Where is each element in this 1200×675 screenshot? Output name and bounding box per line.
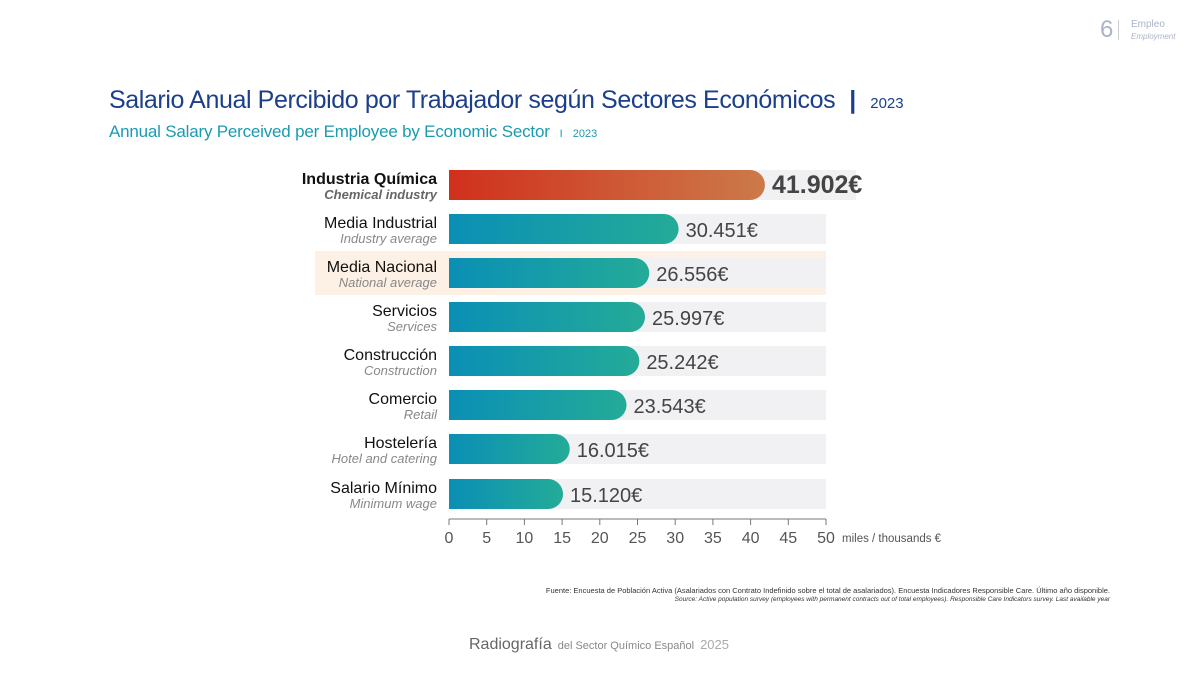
x-tick-label: 5 <box>482 530 491 547</box>
subtitle-separator: I <box>559 128 563 140</box>
bar-6 <box>449 390 627 420</box>
data-label: 26.556€ <box>656 264 728 286</box>
section-label: Empleo <box>1131 19 1165 30</box>
section-label-en: Employment <box>1131 32 1176 41</box>
category-label-en: National average <box>339 275 437 290</box>
x-tick-label: 10 <box>516 530 534 547</box>
data-label: 25.997€ <box>652 308 724 330</box>
title-separator: | <box>849 86 857 114</box>
header-divider <box>1118 20 1119 40</box>
bar-2 <box>449 214 679 244</box>
category-label: Industria Química <box>302 171 437 188</box>
data-label: 30.451€ <box>686 220 758 242</box>
x-tick-label: 15 <box>553 530 571 547</box>
subtitle-row: Annual Salary Perceived per Employee by … <box>109 122 597 142</box>
category-label: Media Industrial <box>324 215 437 232</box>
title-row: Salario Anual Percibido por Trabajador s… <box>109 86 904 115</box>
source-note: Fuente: Encuesta de Población Activa (As… <box>545 586 1110 595</box>
data-label: 23.543€ <box>634 396 706 418</box>
category-label-en: Hotel and catering <box>331 451 437 466</box>
category-label-en: Chemical industry <box>324 187 437 202</box>
x-tick-label: 20 <box>591 530 609 547</box>
data-label: 41.902€ <box>772 171 862 199</box>
category-label: Construcción <box>344 347 437 364</box>
footer-brand: Radiografía <box>469 636 552 653</box>
x-tick-label: 40 <box>742 530 760 547</box>
bar-5 <box>449 346 640 376</box>
category-label: Media Nacional <box>327 259 437 276</box>
bar-7 <box>449 434 570 464</box>
x-tick-label: 30 <box>666 530 684 547</box>
title-year: 2023 <box>870 95 904 112</box>
bar-3 <box>449 258 650 288</box>
subtitle-year: 2023 <box>572 128 598 140</box>
footer-year: 2025 <box>700 637 729 652</box>
data-label: 16.015€ <box>577 440 649 462</box>
data-label: 25.242€ <box>646 352 718 374</box>
x-tick-label: 25 <box>629 530 647 547</box>
source-note-en: Source: Active population survey (employ… <box>674 596 1110 603</box>
bar-1 <box>448 170 765 200</box>
bar-4 <box>449 302 646 332</box>
x-tick-label: 50 <box>817 530 835 547</box>
page-number: 6 <box>1100 16 1114 43</box>
x-tick-label: 45 <box>779 530 797 547</box>
chart-title: Salario Anual Percibido por Trabajador s… <box>109 86 836 114</box>
footer: Radiografía del Sector Químico Español 2… <box>469 636 729 654</box>
data-label: 15.120€ <box>570 485 642 507</box>
category-label-en: Industry average <box>340 231 437 246</box>
category-label: Salario Mínimo <box>330 480 437 497</box>
category-label: Servicios <box>372 303 437 320</box>
category-label-en: Construction <box>364 363 437 378</box>
category-label-en: Services <box>387 319 437 334</box>
category-label: Comercio <box>369 391 438 408</box>
bar-8 <box>449 479 564 509</box>
x-tick-label: 35 <box>704 530 722 547</box>
chart-subtitle: Annual Salary Perceived per Employee by … <box>109 122 550 141</box>
category-label: Hostelería <box>364 435 437 452</box>
x-axis-label: miles / thousands € <box>842 533 942 545</box>
x-tick-label: 0 <box>445 530 454 547</box>
category-label-en: Retail <box>404 407 438 422</box>
category-label-en: Minimum wage <box>350 496 437 511</box>
footer-text: del Sector Químico Español <box>557 640 695 652</box>
